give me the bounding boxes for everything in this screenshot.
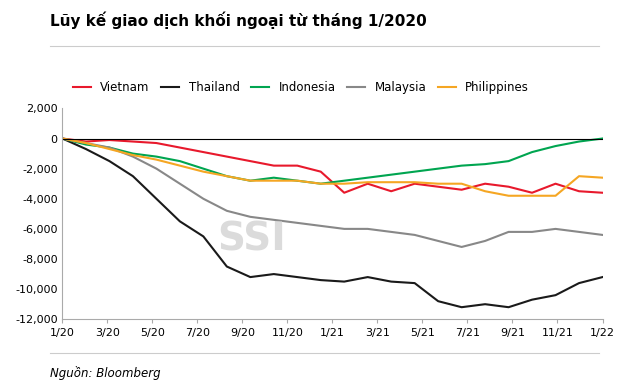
Text: SSI: SSI [217,220,286,258]
Legend: Vietnam, Thailand, Indonesia, Malaysia, Philippines: Vietnam, Thailand, Indonesia, Malaysia, … [69,76,534,99]
Text: Lũy kế giao dịch khối ngoại từ tháng 1/2020: Lũy kế giao dịch khối ngoại từ tháng 1/2… [50,12,427,29]
Text: Nguồn: Bloomberg: Nguồn: Bloomberg [50,366,161,380]
